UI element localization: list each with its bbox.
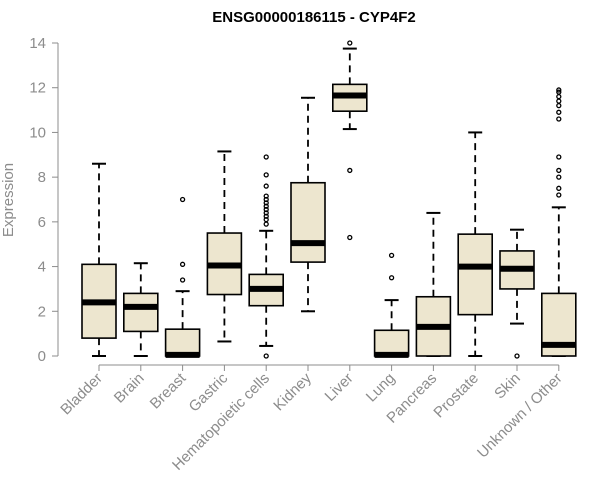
outlier-point <box>347 40 353 46</box>
box-brain <box>123 262 159 357</box>
y-tick-label: 0 <box>38 348 46 365</box>
x-tick-label: Liver <box>322 370 357 405</box>
outlier-point <box>556 102 562 109</box>
outlier-point <box>263 353 269 359</box>
box-hematopoietic-cells <box>248 154 284 359</box>
outlier-point <box>388 275 395 281</box>
outlier-point <box>556 87 562 93</box>
outlier-point <box>556 185 562 191</box>
x-tick-label: Breast <box>147 369 190 412</box>
outlier-point <box>556 167 562 174</box>
outlier-point <box>263 221 269 227</box>
x-tick-label: Kidney <box>270 369 315 414</box>
chart-title: ENSG00000186115 - CYP4F2 <box>212 9 415 26</box>
y-tick-label: 10 <box>29 124 46 141</box>
outlier-point <box>556 89 562 95</box>
box-lung <box>373 252 410 358</box>
outlier-point <box>263 193 269 199</box>
box-pancreas <box>415 211 452 357</box>
x-tick-label: Prostate <box>430 370 482 422</box>
y-axis-label: Expression <box>0 163 17 237</box>
outlier-point <box>556 174 562 180</box>
x-tick-label: Brain <box>111 370 148 407</box>
box-breast <box>164 196 201 358</box>
box-kidney <box>290 96 326 313</box>
box-iqr <box>290 181 326 263</box>
outlier-point <box>514 353 520 359</box>
box-series <box>81 40 577 359</box>
box-bladder <box>81 162 117 357</box>
outlier-point <box>556 98 562 104</box>
outlier-point <box>263 183 269 189</box>
outlier-point <box>347 167 353 174</box>
box-iqr <box>457 233 494 316</box>
box-prostate <box>457 131 494 357</box>
y-tick-label: 6 <box>38 214 46 231</box>
outlier-point <box>556 116 562 122</box>
outlier-point <box>388 252 395 259</box>
outlier-point <box>263 154 269 160</box>
x-tick-label: Lung <box>363 370 399 406</box>
y-tick-label: 8 <box>38 169 46 186</box>
y-tick-label: 2 <box>38 303 46 320</box>
y-tick-label: 4 <box>38 259 46 276</box>
box-iqr <box>123 292 159 333</box>
outlier-point <box>179 277 186 283</box>
outlier-point <box>556 192 562 198</box>
outlier-point <box>347 234 353 241</box>
box-skin <box>499 228 535 359</box>
box-unknown-other <box>540 87 577 357</box>
y-tick-label: 12 <box>29 80 46 97</box>
box-gastric <box>206 150 243 343</box>
outlier-point <box>263 172 269 178</box>
outlier-point <box>556 94 562 100</box>
outlier-point <box>556 109 562 115</box>
outlier-point <box>179 261 186 267</box>
x-tick-label: Skin <box>491 370 524 403</box>
y-tick-label: 14 <box>29 35 46 52</box>
x-tick-label: Bladder <box>57 370 106 419</box>
box-liver <box>331 40 368 241</box>
outlier-point <box>179 196 186 203</box>
outlier-point <box>556 154 562 160</box>
box-iqr <box>373 329 410 357</box>
y-axis: 0 2 4 6 8 10 12 14 <box>29 35 59 365</box>
